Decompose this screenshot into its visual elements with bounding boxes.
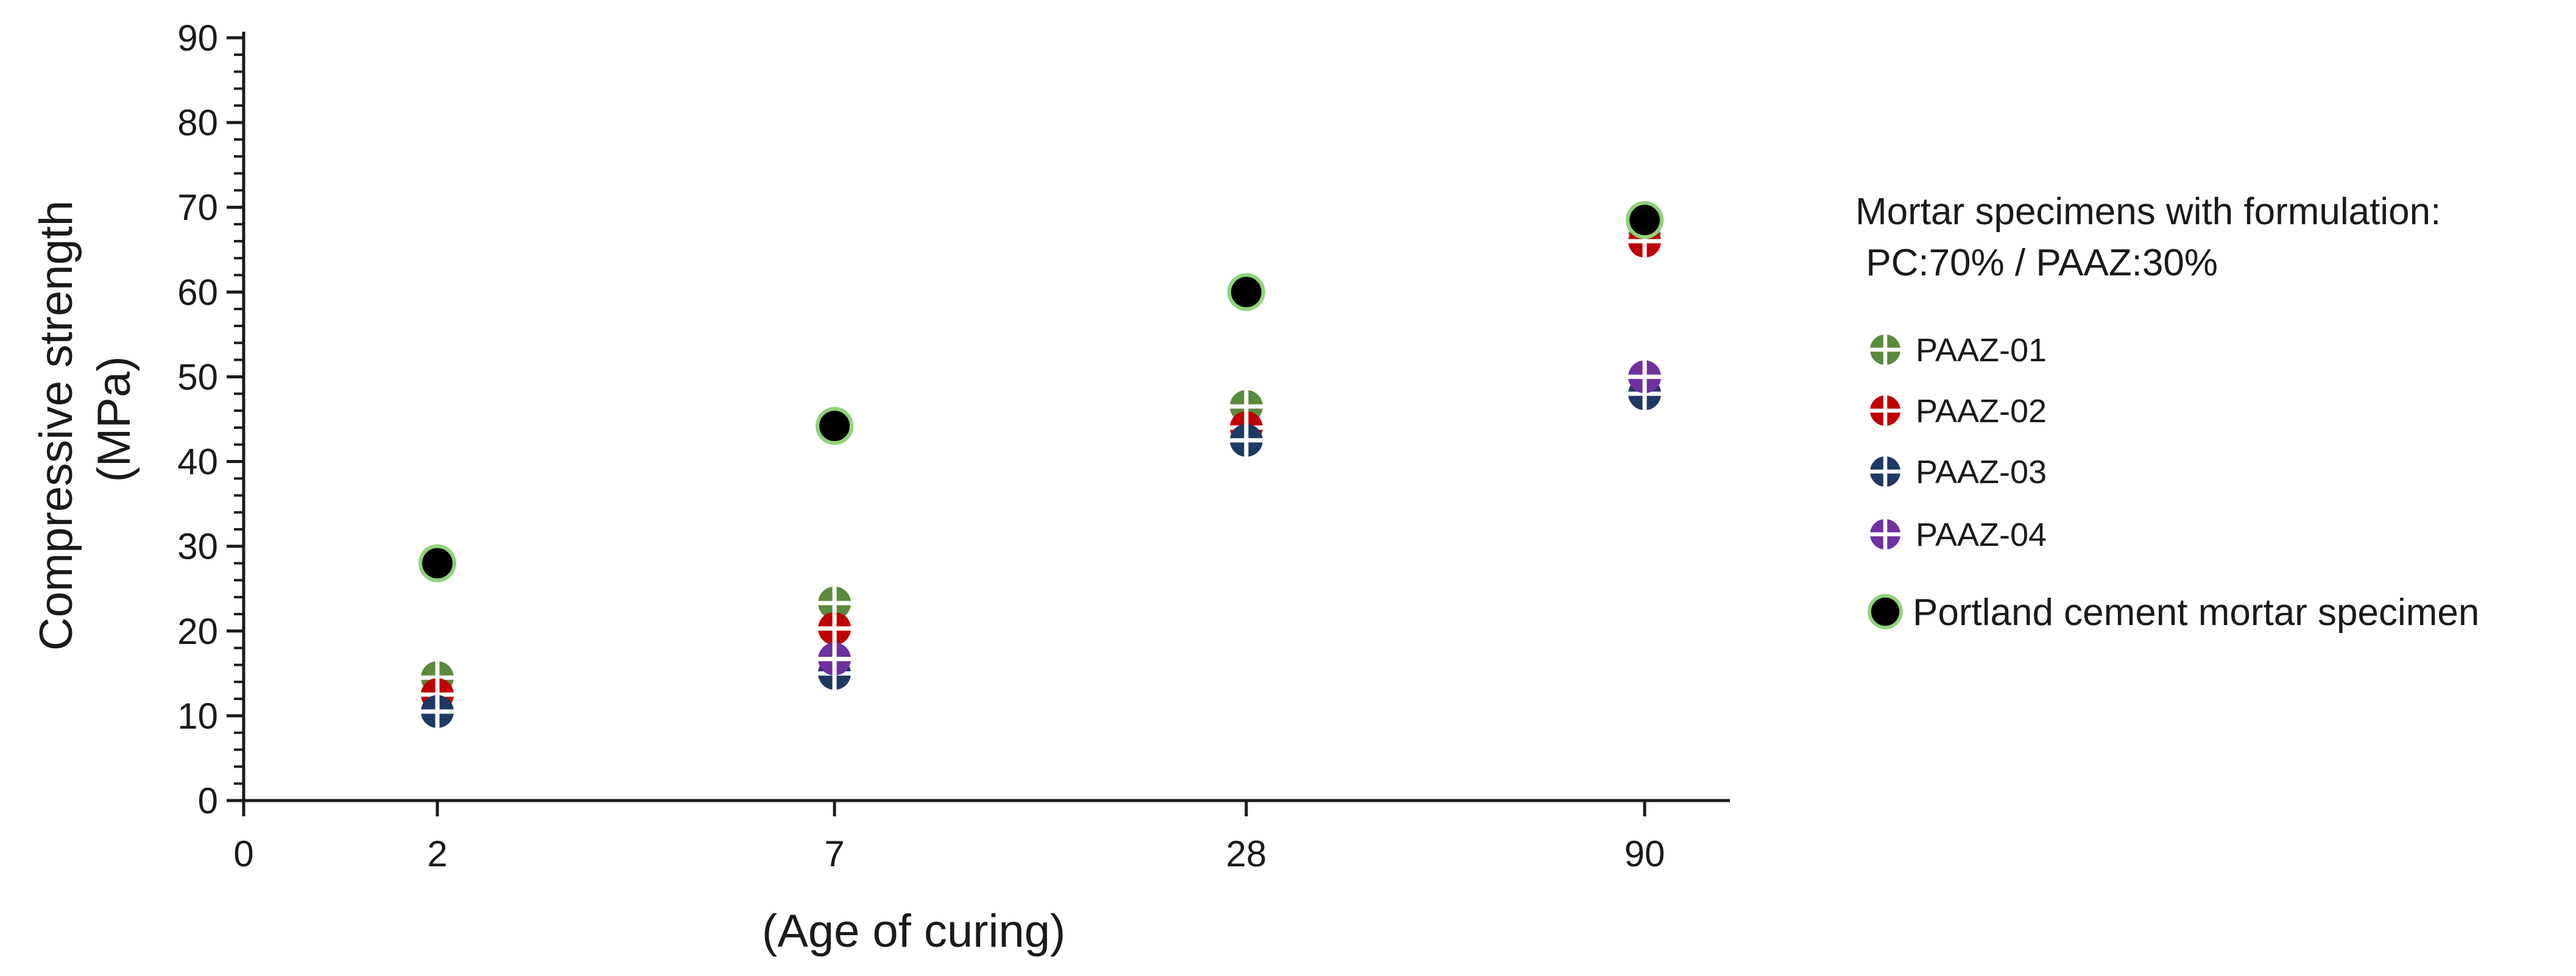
y-axis-ticks: 0 10 20 30 40 50 60 70 80 90 xyxy=(177,18,244,821)
legend-items: PAAZ-01 PAAZ-02 PAAZ-03 PAAZ-04 Portland cem… xyxy=(1868,332,2479,634)
y-tick-label: 80 xyxy=(177,102,218,143)
x-axis-title: (Age of curing) xyxy=(762,905,1065,957)
y-tick-label: 50 xyxy=(177,356,218,397)
series-2 xyxy=(421,224,1661,712)
y-tick-label: 30 xyxy=(177,526,218,567)
data-point xyxy=(818,642,851,676)
x-tick-label: 28 xyxy=(1226,833,1267,874)
data-point xyxy=(1625,201,1664,239)
legend-item: PAAZ-02 xyxy=(1870,393,2047,430)
legend: Mortar specimens with formulation: PC:70… xyxy=(1855,191,2479,634)
series-4 xyxy=(818,360,1661,676)
y-tick-label: 60 xyxy=(177,272,218,313)
y-tick-label: 70 xyxy=(177,187,218,228)
data-points xyxy=(418,201,1664,728)
y-tick-label: 90 xyxy=(177,18,218,58)
axis-titles: Compressive strength (MPa) (Age of curin… xyxy=(30,188,1065,957)
data-point xyxy=(1230,423,1263,457)
x-axis-ticks: 0 2 7 28 90 xyxy=(233,801,1665,874)
data-point xyxy=(815,407,854,445)
data-point xyxy=(421,695,454,728)
x-tick-label: 90 xyxy=(1625,833,1665,874)
legend-marker xyxy=(1870,334,1900,365)
y-tick-label: 40 xyxy=(177,442,218,483)
y-axis-title-line-1: Compressive strength xyxy=(30,200,82,651)
legend-label: Portland cement mortar specimen xyxy=(1913,592,2479,634)
y-axis-title-line-2: (MPa) xyxy=(88,356,140,483)
y-tick-label: 20 xyxy=(177,611,218,652)
legend-heading-line-2: PC:70% / PAAZ:30% xyxy=(1855,242,2218,284)
legend-heading-line-1: Mortar specimens with formulation: xyxy=(1855,191,2441,233)
legend-marker xyxy=(1868,594,1903,629)
legend-label: PAAZ-03 xyxy=(1916,454,2047,490)
legend-item: Portland cement mortar specimen xyxy=(1868,592,2479,634)
x-tick-label: 0 xyxy=(233,833,253,874)
data-point xyxy=(1628,360,1661,394)
legend-label: PAAZ-04 xyxy=(1916,517,2047,553)
legend-item: PAAZ-01 xyxy=(1870,332,2047,369)
data-point xyxy=(818,612,851,645)
legend-marker xyxy=(1870,395,1900,426)
x-tick-label: 7 xyxy=(824,833,844,874)
legend-marker xyxy=(1870,519,1900,550)
y-tick-label: 0 xyxy=(198,780,218,821)
data-point xyxy=(1227,273,1266,311)
x-tick-label: 2 xyxy=(427,833,447,874)
legend-item: PAAZ-04 xyxy=(1870,517,2047,553)
y-axis-title: Compressive strength (MPa) xyxy=(30,188,140,651)
y-tick-label: 10 xyxy=(177,696,218,737)
legend-label: PAAZ-02 xyxy=(1916,393,2047,430)
series-5 xyxy=(418,201,1664,582)
series-3 xyxy=(421,377,1661,728)
series-1 xyxy=(421,220,1661,695)
axes xyxy=(242,32,1730,802)
data-point xyxy=(418,544,457,582)
legend-label: PAAZ-01 xyxy=(1916,332,2047,369)
legend-item: PAAZ-03 xyxy=(1870,454,2047,490)
legend-marker xyxy=(1870,456,1900,487)
